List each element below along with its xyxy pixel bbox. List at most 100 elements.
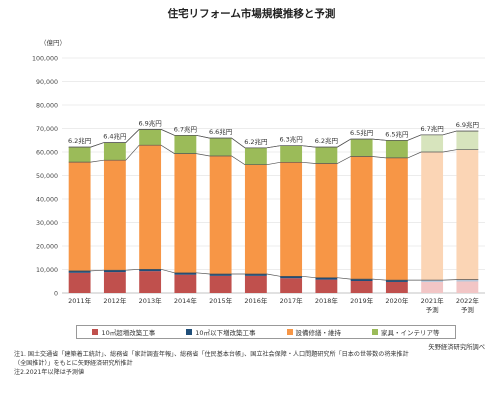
total-label: 6.9兆円	[456, 120, 479, 129]
bar-segment	[280, 162, 303, 277]
bar-segment	[68, 162, 91, 271]
bar-segment	[280, 276, 303, 279]
bar-segment	[209, 138, 232, 156]
bar-segment	[174, 274, 197, 293]
total-label: 6.4兆円	[103, 132, 126, 141]
bar-segment	[456, 281, 479, 293]
legend-item: 設備修繕・維持	[286, 327, 342, 337]
bar-segment	[139, 145, 162, 270]
legend-item: 家具・インテリア等	[372, 327, 440, 337]
x-tick-label: 2013年	[139, 296, 163, 305]
bar-segment	[68, 272, 91, 293]
x-tick-label: 2020年	[385, 296, 409, 305]
x-tick-label: 2015年	[209, 296, 233, 305]
bar-segment	[421, 152, 444, 281]
x-tick-label: 2016年	[244, 296, 268, 305]
x-tick-label: 2021年	[421, 296, 445, 305]
total-label: 6.2兆円	[68, 136, 91, 145]
total-label: 6.2兆円	[244, 137, 267, 146]
bar-segment	[385, 280, 408, 282]
total-label: 6.5兆円	[385, 129, 408, 138]
bar-segment	[244, 164, 267, 274]
y-tick-label: 50,000	[36, 173, 58, 180]
bar-segment	[244, 275, 267, 293]
y-tick-label: 40,000	[36, 196, 58, 203]
x-tick-label: 2019年	[350, 296, 374, 305]
x-tick-label: 2017年	[280, 296, 304, 305]
segment-connector-line	[68, 144, 479, 166]
bar-segment	[385, 157, 408, 281]
segment-connector-line	[68, 129, 479, 149]
bar-segment	[350, 156, 373, 280]
y-tick-label: 100,000	[32, 55, 58, 62]
y-tick-label: 60,000	[36, 149, 58, 156]
bar-segment	[456, 279, 479, 282]
legend-swatch	[186, 329, 193, 335]
y-tick-label: 10,000	[36, 267, 58, 274]
footnote: （全国推計）」をもとに矢野経済研究所推計	[14, 360, 133, 367]
x-tick-label: 2011年	[68, 296, 92, 305]
bar-segment	[174, 135, 197, 154]
footnote: 注1. 国土交通省「建築着工統計」、総務省「家計調査年報」、総務省「住民基本台帳…	[14, 351, 409, 358]
bar-segment	[139, 269, 162, 272]
legend-label: 設備修繕・維持	[295, 329, 342, 337]
legend-item: 10㎡以下増改築工事	[186, 327, 256, 337]
legend-label: 家具・インテリア等	[381, 329, 440, 337]
footnote: 注2.2021年以降は予測値	[14, 369, 85, 376]
legend-label: 10㎡超増改築工事	[101, 329, 156, 337]
bar-segment	[315, 279, 338, 293]
bar-segment	[315, 163, 338, 278]
chart-title: 住宅リフォーム市場規模推移と予測	[167, 8, 336, 20]
bar-segment	[103, 142, 126, 161]
bar-segment	[174, 272, 197, 275]
x-tick-label: 2022年	[456, 296, 480, 305]
bar-segment	[315, 147, 338, 164]
bar-segment	[139, 129, 162, 146]
bar-segment	[421, 281, 444, 293]
y-tick-label: 90,000	[36, 79, 58, 86]
bar-segment	[350, 139, 373, 157]
bar-segment	[209, 275, 232, 293]
bar-segment	[68, 270, 91, 273]
bar-segment	[139, 271, 162, 293]
y-tick-label: 30,000	[36, 220, 58, 227]
x-sublabel: 予測	[461, 305, 474, 314]
bar-segment	[421, 280, 444, 282]
total-label: 6.2兆円	[315, 136, 338, 145]
total-label: 6.9兆円	[138, 118, 161, 127]
x-tick-label: 2018年	[315, 296, 339, 305]
bar-segment	[68, 147, 91, 163]
bar-segment	[456, 131, 479, 150]
x-tick-label: 2012年	[103, 296, 127, 305]
legend-swatch	[286, 329, 293, 335]
total-label: 6.7兆円	[174, 124, 197, 133]
bar-segment	[209, 155, 232, 274]
footnotes: 注1. 国土交通省「建築着工統計」、総務省「家計調査年報」、総務省「住民基本台帳…	[14, 350, 494, 377]
legend: 10㎡超増改築工事 10㎡以下増改築工事 設備修繕・維持 家具・インテリア等	[76, 325, 456, 339]
x-sublabel: 予測	[426, 305, 439, 314]
bar-segment	[244, 273, 267, 276]
legend-item: 10㎡超増改築工事	[92, 327, 155, 337]
y-tick-label: 0	[54, 290, 58, 297]
bar-segment	[421, 134, 444, 152]
y-tick-label: 80,000	[36, 102, 58, 109]
y-tick-label: 70,000	[36, 126, 58, 133]
legend-label: 10㎡以下増改築工事	[195, 329, 256, 337]
y-axis-unit: （億円）	[40, 39, 66, 47]
total-label: 6.6兆円	[209, 127, 232, 136]
bar-segment	[456, 149, 479, 280]
y-tick-label: 20,000	[36, 243, 58, 250]
bar-segment	[280, 145, 303, 163]
bar-segment	[385, 281, 408, 293]
bar-segment	[350, 281, 373, 293]
bar-segment	[315, 277, 338, 280]
bar-segment	[174, 153, 197, 273]
bar-segment	[209, 273, 232, 276]
total-label: 6.3兆円	[279, 135, 302, 144]
segment-connector-line	[68, 268, 479, 281]
legend-swatch	[372, 329, 378, 335]
legend-swatch	[92, 329, 99, 335]
bar-segment	[103, 272, 126, 293]
